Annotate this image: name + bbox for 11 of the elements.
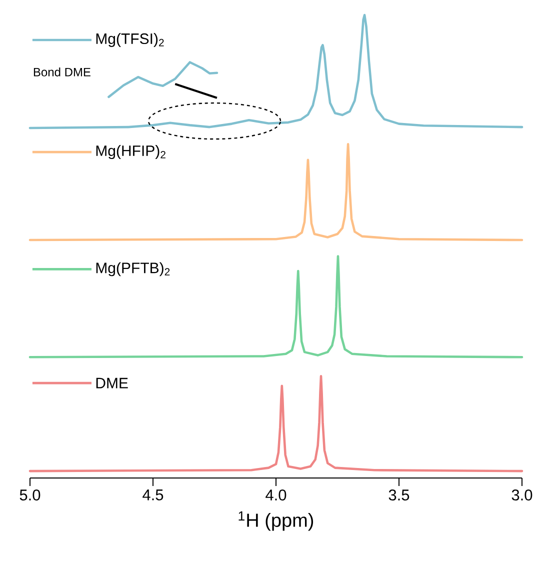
legend-label: DME [96,378,128,388]
legend-label: Mg(PFTB)$_{2}$ [96,262,170,276]
x-tick-label: 5.0 [20,490,40,501]
annotation: Bond DME [34,68,90,76]
x-tick-label: 4.0 [266,490,286,501]
x-tick-label: 4.5 [142,490,164,500]
x-tick-label: 3.0 [512,490,532,501]
x-tick-label: 3.5 [388,490,410,501]
legend-label: Mg(TFSI)$_{2}$ [96,33,164,47]
legend-label: Mg(HFIP)$_{2}$ [96,145,166,160]
x-axis-title: $^{1}$H (ppm) [238,511,314,531]
